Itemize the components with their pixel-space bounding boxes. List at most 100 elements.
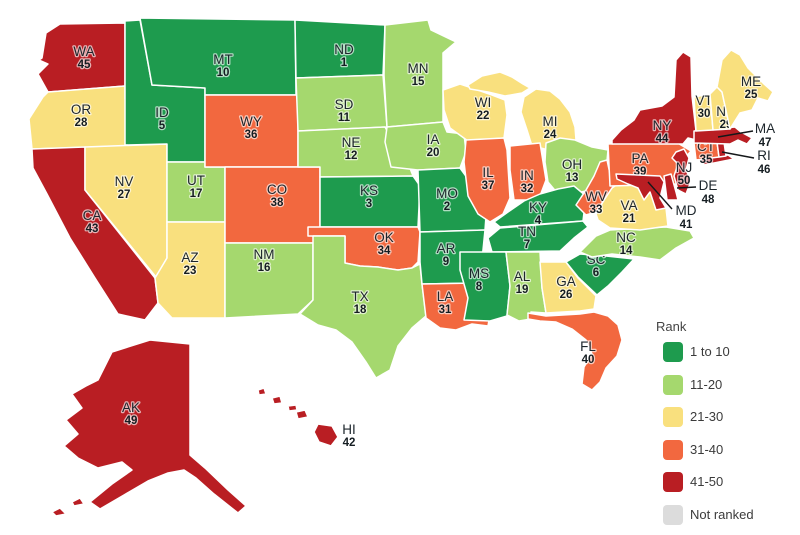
- state-rank: 19: [516, 284, 529, 296]
- state-nv[interactable]: NV 27: [84, 143, 168, 278]
- legend-label-31-40: 31-40: [690, 442, 723, 457]
- state-rank: 12: [345, 150, 358, 162]
- state-az[interactable]: AZ 23: [154, 221, 226, 319]
- state-abbr: MA: [755, 121, 775, 136]
- state-rank: 37: [482, 180, 495, 192]
- state-rank: 28: [75, 117, 88, 129]
- state-mi[interactable]: MI 24: [467, 71, 577, 151]
- state-mt[interactable]: MT 10: [139, 17, 297, 96]
- state-rank: 15: [412, 76, 425, 88]
- leader-line-md: [647, 181, 673, 210]
- state-abbr: AR: [437, 241, 456, 256]
- legend-label-not-ranked: Not ranked: [690, 507, 754, 522]
- state-ks[interactable]: KS 3: [319, 175, 421, 228]
- state-abbr: MI: [543, 114, 558, 129]
- state-abbr: AZ: [181, 250, 198, 265]
- state-rank: 8: [476, 281, 483, 293]
- state-rank: 27: [118, 189, 131, 201]
- leader-line-ri: [721, 151, 755, 159]
- state-abbr: NM: [254, 247, 275, 262]
- state-rank: 7: [524, 239, 530, 251]
- state-ms[interactable]: MS 8: [459, 251, 511, 322]
- state-nd[interactable]: ND 1: [294, 19, 386, 79]
- state-md[interactable]: [615, 173, 667, 211]
- state-abbr: OK: [374, 230, 394, 245]
- state-ca[interactable]: CA 43: [31, 146, 159, 321]
- state-abbr: PA: [631, 151, 648, 166]
- state-tx[interactable]: TX 18: [299, 235, 427, 379]
- state-al[interactable]: AL 19: [505, 251, 547, 322]
- state-rank: 22: [477, 110, 490, 122]
- state-in[interactable]: IN 32: [509, 142, 547, 201]
- state-tn[interactable]: TN 7: [487, 220, 589, 253]
- state-abbr: NC: [616, 230, 636, 245]
- state-nc[interactable]: NC 14: [579, 226, 695, 261]
- state-abbr: MS: [469, 266, 489, 281]
- state-fl[interactable]: FL 40: [527, 311, 623, 391]
- state-rank: 33: [590, 204, 603, 216]
- state-vt[interactable]: VT 30: [693, 92, 714, 132]
- legend-swatch-31-40: [663, 440, 683, 460]
- state-abbr: HI: [342, 422, 356, 437]
- state-abbr: DE: [699, 178, 718, 193]
- state-mn[interactable]: MN 15: [383, 19, 457, 128]
- legend-swatch-1-to-10: [663, 342, 683, 362]
- state-abbr: NY: [653, 118, 672, 133]
- state-rank: 20: [427, 147, 440, 159]
- state-rank: 40: [582, 354, 595, 366]
- state-rank: 3: [366, 198, 372, 210]
- state-rank: 32: [521, 183, 534, 195]
- state-abbr: WY: [240, 114, 262, 129]
- state-rank: 21: [623, 213, 636, 225]
- state-rank: 31: [439, 304, 452, 316]
- state-abbr: MN: [408, 61, 429, 76]
- state-co[interactable]: CO 38: [224, 166, 321, 244]
- state-abbr: MT: [213, 52, 233, 67]
- state-ia[interactable]: IA 20: [384, 121, 467, 171]
- state-abbr: TN: [518, 224, 536, 239]
- state-nm[interactable]: NM 16: [224, 242, 314, 319]
- state-sd[interactable]: SD 11: [295, 74, 388, 132]
- state-il[interactable]: IL 37: [463, 137, 511, 223]
- state-rank: 4: [535, 215, 542, 227]
- ext-label-md: MD 41: [647, 181, 697, 231]
- legend-swatch-not-ranked: [663, 505, 683, 525]
- state-hi[interactable]: HI 42: [257, 387, 357, 450]
- state-rank: 2: [444, 201, 450, 213]
- state-rank: 23: [184, 265, 197, 277]
- state-rank: 16: [258, 262, 271, 274]
- state-abbr: WA: [73, 44, 94, 59]
- state-rank: 43: [86, 223, 99, 235]
- state-abbr: WV: [585, 189, 607, 204]
- state-va[interactable]: VA 21: [595, 179, 669, 231]
- state-abbr: MO: [436, 186, 458, 201]
- state-de[interactable]: [663, 173, 679, 201]
- state-rank: 45: [78, 59, 91, 71]
- state-ga[interactable]: GA 26: [539, 261, 597, 314]
- state-rank: 50: [678, 175, 691, 187]
- state-abbr: IN: [520, 168, 534, 183]
- state-wi[interactable]: WI 22: [442, 83, 508, 142]
- state-rank: 48: [702, 194, 715, 206]
- ext-label-de: DE 48: [676, 178, 718, 206]
- state-abbr: NE: [342, 135, 361, 150]
- state-abbr: ME: [741, 74, 761, 89]
- state-wy[interactable]: WY 36: [204, 94, 299, 168]
- state-abbr: SD: [335, 97, 354, 112]
- state-or[interactable]: OR 28: [28, 85, 132, 150]
- state-abbr: CA: [83, 208, 102, 223]
- state-abbr: IA: [427, 132, 440, 147]
- state-abbr: AK: [122, 400, 140, 415]
- state-rank: 24: [544, 129, 557, 141]
- state-wa[interactable]: WA 45: [37, 22, 126, 93]
- state-rank: 42: [343, 437, 356, 449]
- state-abbr: OR: [71, 102, 92, 117]
- state-ut[interactable]: UT 17: [166, 161, 226, 223]
- state-rank: 18: [354, 304, 367, 316]
- state-ak[interactable]: AK 49: [51, 339, 247, 517]
- state-ky[interactable]: KY 4: [493, 185, 587, 228]
- state-abbr: VT: [695, 93, 712, 108]
- state-me[interactable]: ME 25: [716, 49, 774, 130]
- state-nj[interactable]: NJ 50: [671, 148, 693, 195]
